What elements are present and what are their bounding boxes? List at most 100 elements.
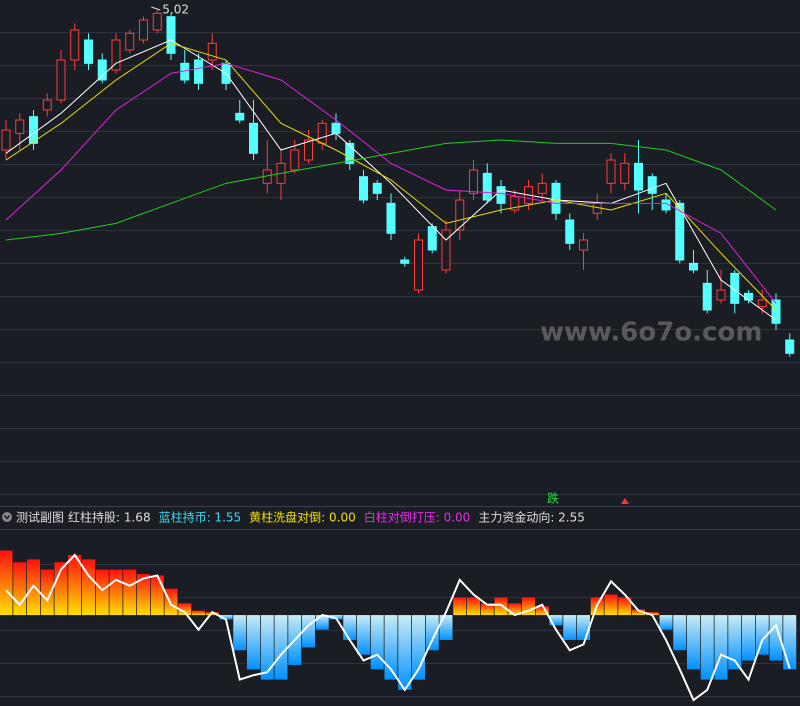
legend-entry: 白柱对倒打压: 0.00 (364, 510, 471, 525)
candle-body (510, 196, 520, 211)
candle-body (70, 29, 80, 61)
indicator-bar (687, 615, 700, 670)
indicator-bar (192, 610, 205, 616)
candle-body (675, 202, 685, 261)
indicator-panel (0, 550, 797, 702)
indicator-title: 测试副图 (16, 510, 64, 525)
candle-body (551, 182, 561, 214)
candle-body (317, 122, 327, 144)
indicator-bar (645, 612, 659, 616)
indicator-bar (370, 615, 384, 670)
price-grid (0, 0, 800, 500)
moving-average (5, 139, 777, 241)
candle-body (372, 182, 382, 194)
high-label: 5.02 (162, 3, 189, 17)
candle-body (111, 39, 121, 71)
candle-body (15, 119, 25, 134)
price-panel: 5.02 (1, 3, 795, 357)
candle-body (84, 39, 93, 64)
candle-body (771, 299, 781, 324)
candle-body (207, 42, 217, 61)
indicator-bar (577, 615, 590, 640)
indicator-bar (659, 615, 673, 630)
candle-body (290, 149, 300, 171)
indicator-bar (535, 606, 549, 616)
candle-body (56, 59, 66, 101)
moving-average (5, 39, 777, 321)
indicator-bar (398, 615, 412, 690)
indicator-bar (742, 615, 755, 661)
candle-body (757, 299, 767, 308)
indicator-bar (150, 575, 164, 616)
indicator-bar (618, 597, 632, 616)
indicator-bar (123, 569, 137, 616)
indicator-bar (357, 615, 370, 655)
moving-average (5, 62, 777, 304)
candle-body (744, 292, 753, 301)
legend-entry: 主力资金动向: 2.55 (478, 510, 585, 525)
indicator-bar (109, 569, 123, 616)
legend-entry: 蓝柱持币: 1.55 (159, 510, 242, 525)
indicator-bar (467, 597, 480, 616)
candle-body (455, 199, 465, 231)
indicator-bar (95, 569, 109, 616)
candle-body (427, 226, 437, 251)
candle-body (414, 239, 423, 291)
candle-body (125, 32, 135, 51)
candle-body (565, 219, 575, 244)
candle-body (1, 129, 11, 151)
candle-body (139, 19, 148, 41)
signal-label: 跌 (547, 491, 559, 506)
indicator-bar (247, 615, 260, 670)
candle-body (42, 99, 52, 111)
indicator-bar (343, 615, 357, 640)
fund-flow-line (5, 553, 791, 702)
indicator-bar (549, 615, 563, 626)
indicator-bar (82, 559, 95, 616)
indicator-bar (260, 615, 274, 680)
candle-body (249, 122, 258, 154)
legend-entry: 黄柱洗盘对倒: 0.00 (249, 510, 356, 525)
candle-body (97, 59, 107, 81)
candle-body (730, 272, 740, 304)
indicator-bar (0, 550, 13, 616)
indicator-bar (563, 615, 577, 640)
candle-body (579, 239, 588, 251)
collapse-chevron (3, 515, 11, 520)
legend-entry: 红柱持股: 1.68 (68, 510, 151, 525)
candle-body (537, 182, 547, 194)
indicator-bar (178, 603, 192, 616)
candle-body (785, 339, 795, 354)
candle-body (689, 262, 698, 271)
indicator-bar (604, 594, 618, 616)
indicator-bar (673, 615, 687, 651)
moving-average (5, 42, 777, 311)
indicator-bar (384, 615, 398, 680)
watermark: www.6o7o.com (540, 318, 762, 348)
candle-body (620, 162, 630, 184)
candle-body (400, 259, 410, 264)
candle-body (647, 176, 657, 194)
collapse-icon[interactable] (2, 512, 12, 522)
candle-body (634, 162, 643, 191)
candle-body (702, 282, 712, 311)
indicator-bar (480, 603, 494, 616)
indicator-bar (274, 615, 288, 680)
indicator-bar (632, 609, 645, 616)
candle-body (606, 159, 616, 184)
candle-body (194, 59, 203, 84)
indicator-bar (137, 574, 150, 616)
candle-body (152, 12, 162, 31)
indicator-bar (508, 603, 522, 616)
indicator-legend: 红柱持股: 1.68 蓝柱持币: 1.55 黄柱洗盘对倒: 0.00 白柱对倒打压: … (68, 510, 585, 525)
indicator-bar (769, 615, 783, 661)
indicator-bar (13, 562, 27, 616)
indicator-bar (233, 615, 247, 651)
candle-body (345, 142, 355, 164)
candle-body (441, 229, 451, 271)
high-pointer (151, 6, 161, 11)
indicator-bar (164, 588, 178, 616)
indicator-bar (728, 615, 742, 670)
